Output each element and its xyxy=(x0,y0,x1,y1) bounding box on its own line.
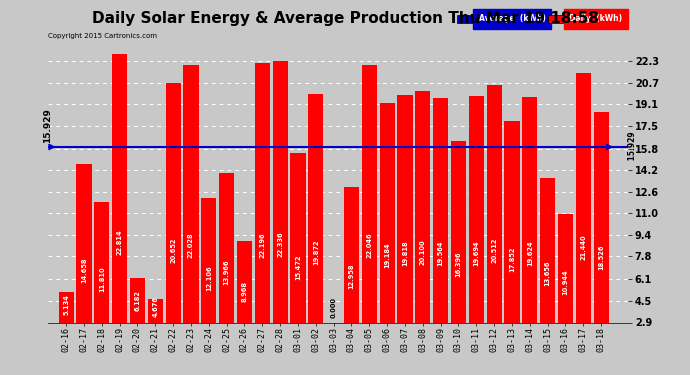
Bar xyxy=(148,298,163,322)
Text: 16.396: 16.396 xyxy=(455,251,462,277)
Bar xyxy=(486,85,502,322)
Text: 18.526: 18.526 xyxy=(598,244,604,270)
Bar xyxy=(397,94,413,322)
Text: 8.968: 8.968 xyxy=(241,281,248,302)
Text: 22.028: 22.028 xyxy=(188,232,194,258)
Text: 15.472: 15.472 xyxy=(295,255,301,280)
Text: Daily Solar Energy & Average Production Thu Mar 19 18:58: Daily Solar Energy & Average Production … xyxy=(92,11,598,26)
Text: 19.818: 19.818 xyxy=(402,240,408,266)
Text: 20.512: 20.512 xyxy=(491,238,497,263)
Text: 11.810: 11.810 xyxy=(99,267,105,292)
Text: 15.929: 15.929 xyxy=(628,131,637,163)
Bar xyxy=(344,187,359,322)
Text: 19.564: 19.564 xyxy=(437,241,444,266)
Text: 6.182: 6.182 xyxy=(135,291,141,312)
Text: 10.944: 10.944 xyxy=(562,270,569,296)
Bar xyxy=(362,64,377,322)
Text: 13.966: 13.966 xyxy=(224,260,230,285)
Text: 17.852: 17.852 xyxy=(509,247,515,272)
Text: 19.184: 19.184 xyxy=(384,242,390,268)
Bar xyxy=(451,141,466,322)
Text: Copyright 2015 Cartronics.com: Copyright 2015 Cartronics.com xyxy=(48,33,157,39)
Bar xyxy=(415,91,431,322)
Bar xyxy=(184,65,199,322)
Text: 20.100: 20.100 xyxy=(420,239,426,265)
Legend: Average  (kWh), Daily  (kWh): Average (kWh), Daily (kWh) xyxy=(456,13,624,25)
Bar xyxy=(308,94,324,322)
Bar xyxy=(166,83,181,322)
Bar xyxy=(593,112,609,322)
Text: 21.440: 21.440 xyxy=(580,234,586,260)
Text: 12.958: 12.958 xyxy=(348,263,355,289)
Bar xyxy=(558,214,573,322)
Text: 22.196: 22.196 xyxy=(259,232,266,258)
Bar xyxy=(219,173,234,322)
Text: 22.814: 22.814 xyxy=(117,230,123,255)
Bar xyxy=(380,103,395,322)
Bar xyxy=(290,153,306,322)
Bar xyxy=(540,178,555,322)
Bar xyxy=(575,73,591,322)
Bar xyxy=(273,61,288,322)
Bar xyxy=(469,96,484,322)
Text: 22.336: 22.336 xyxy=(277,231,283,257)
Bar xyxy=(95,202,110,322)
Bar xyxy=(237,241,252,322)
Bar xyxy=(433,98,448,322)
Text: 19.624: 19.624 xyxy=(526,240,533,266)
Text: 12.106: 12.106 xyxy=(206,266,212,291)
Bar xyxy=(504,121,520,322)
Bar xyxy=(112,54,127,322)
Bar xyxy=(77,164,92,322)
Text: 5.134: 5.134 xyxy=(63,294,69,315)
Text: 19.872: 19.872 xyxy=(313,240,319,266)
Text: 19.694: 19.694 xyxy=(473,240,480,266)
Text: 15.929: 15.929 xyxy=(43,108,52,143)
Text: 22.046: 22.046 xyxy=(366,232,373,258)
Text: 0.000: 0.000 xyxy=(331,297,337,318)
Text: 13.656: 13.656 xyxy=(544,261,551,286)
Text: 20.652: 20.652 xyxy=(170,237,176,263)
Text: 14.658: 14.658 xyxy=(81,257,87,283)
Bar xyxy=(522,97,538,322)
Bar xyxy=(201,198,217,322)
Bar xyxy=(130,278,145,322)
Bar xyxy=(59,292,74,322)
Text: 4.676: 4.676 xyxy=(152,296,158,316)
Bar xyxy=(255,63,270,322)
